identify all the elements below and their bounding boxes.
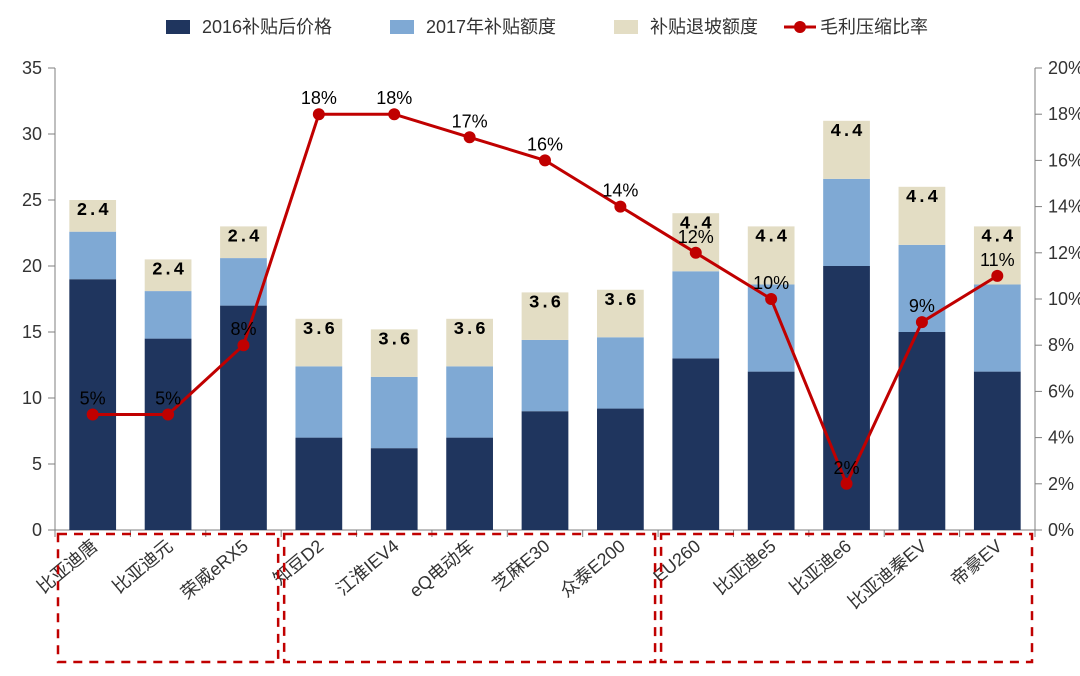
x-category: 江淮IEV4 (332, 536, 402, 600)
bar-s1 (371, 448, 418, 530)
bar-s2 (974, 284, 1021, 371)
marker-s4 (237, 339, 249, 351)
y2-label: 4% (1048, 428, 1074, 448)
bar-s1 (748, 372, 795, 530)
marker-s4 (464, 131, 476, 143)
combo-chart: 2016补贴后价格 2017年补贴额度 补贴退坡额度 毛利压缩比率 0 5 10 15 20 25… (0, 0, 1080, 676)
x-category: 比亚迪e5 (710, 536, 780, 599)
y2-label: 20% (1048, 58, 1080, 78)
line-label: 18% (301, 88, 337, 108)
y2-label: 18% (1048, 104, 1080, 124)
bar-top-label: 2.4 (227, 228, 260, 248)
legend-label-s1: 2016补贴后价格 (202, 17, 332, 37)
y1-label: 25 (22, 190, 42, 210)
legend-swatch-s3 (614, 20, 638, 34)
y2-label: 6% (1048, 381, 1074, 401)
line-label: 12% (678, 227, 714, 247)
line-label: 5% (155, 389, 181, 409)
y1-label: 5 (32, 454, 42, 474)
x-category: eQ电动车 (406, 536, 479, 601)
y2-label: 16% (1048, 150, 1080, 170)
marker-s4 (916, 316, 928, 328)
x-category: 众泰E200 (556, 536, 629, 601)
bar-s1 (899, 332, 946, 530)
line-label: 18% (376, 88, 412, 108)
bar-top-label: 4.4 (755, 228, 788, 248)
bar-s1 (522, 411, 569, 530)
x-category: EU260 (649, 536, 704, 587)
bar-top-label: 4.4 (906, 188, 939, 208)
x-category: 比亚迪e6 (786, 536, 856, 599)
marker-s4 (991, 270, 1003, 282)
x-category: 比亚迪唐 (33, 536, 101, 598)
bar-top-label: 3.6 (453, 320, 485, 340)
bar-s2 (672, 271, 719, 358)
bar-s1 (295, 438, 342, 530)
legend-label-s2: 2017年补贴额度 (426, 17, 556, 37)
x-category: 比亚迪元 (109, 536, 177, 598)
bar-top-label: 3.6 (378, 331, 410, 351)
line-label: 9% (909, 296, 935, 316)
marker-s4 (765, 293, 777, 305)
legend-label-s4: 毛利压缩比率 (820, 17, 928, 37)
legend-label-s3: 补贴退坡额度 (650, 17, 758, 37)
bar-s2 (597, 337, 644, 408)
x-category: 帝豪EV (947, 536, 1006, 590)
bar-top-label: 3.6 (303, 320, 335, 340)
bar-s2 (295, 366, 342, 437)
marker-s4 (162, 409, 174, 421)
bar-s2 (145, 291, 192, 339)
bar-s2 (69, 232, 116, 280)
y1-label: 15 (22, 322, 42, 342)
y2-label: 14% (1048, 197, 1080, 217)
legend-marker-s4 (794, 21, 806, 33)
bar-top-label: 4.4 (830, 122, 863, 142)
y2-label: 0% (1048, 520, 1074, 540)
marker-s4 (388, 108, 400, 120)
y2-label: 8% (1048, 335, 1074, 355)
bar-s1 (672, 358, 719, 530)
marker-s4 (539, 154, 551, 166)
legend-swatch-s1 (166, 20, 190, 34)
bar-s2 (446, 366, 493, 437)
y2-label: 10% (1048, 289, 1080, 309)
bar-s1 (446, 438, 493, 530)
bar-s2 (823, 179, 870, 266)
y1-label: 35 (22, 58, 42, 78)
y2-label: 2% (1048, 474, 1074, 494)
x-category: 芝麻E30 (489, 536, 554, 595)
line-label: 14% (602, 181, 638, 201)
y1-label: 0 (32, 520, 42, 540)
bar-s2 (371, 377, 418, 448)
x-category: 比亚迪秦EV (844, 536, 930, 613)
bar-top-label: 2.4 (76, 201, 109, 221)
line-label: 16% (527, 134, 563, 154)
marker-s4 (690, 247, 702, 259)
bar-top-label: 3.6 (604, 291, 636, 311)
marker-s4 (313, 108, 325, 120)
x-category: 荣威eRX5 (177, 536, 252, 603)
marker-s4 (87, 409, 99, 421)
y1-label: 30 (22, 124, 42, 144)
line-label: 2% (834, 458, 860, 478)
line-label: 10% (753, 273, 789, 293)
line-label: 11% (980, 250, 1015, 270)
bar-top-label: 2.4 (152, 261, 185, 281)
bar-s1 (823, 266, 870, 530)
y1-label: 20 (22, 256, 42, 276)
y1-label: 10 (22, 388, 42, 408)
line-label: 8% (230, 319, 256, 339)
bar-s1 (145, 339, 192, 530)
line-label: 5% (80, 389, 106, 409)
bar-top-label: 3.6 (529, 294, 561, 314)
bar-s1 (597, 409, 644, 530)
legend-swatch-s2 (390, 20, 414, 34)
marker-s4 (841, 478, 853, 490)
marker-s4 (614, 201, 626, 213)
y2-label: 12% (1048, 243, 1080, 263)
bar-s1 (974, 372, 1021, 530)
line-label: 17% (452, 111, 488, 131)
bar-top-label: 4.4 (981, 228, 1014, 248)
bar-s2 (522, 340, 569, 411)
